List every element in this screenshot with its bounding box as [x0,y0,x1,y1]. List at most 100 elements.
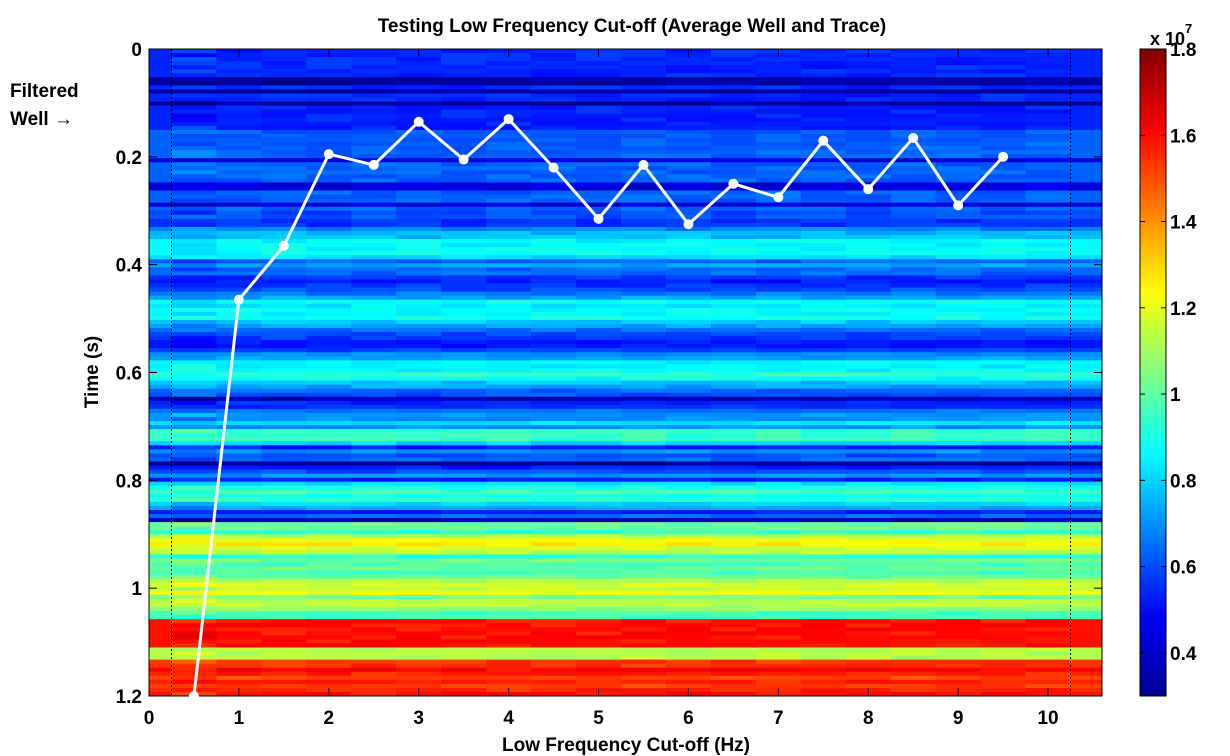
heatmap-cell [149,562,172,567]
heatmap-cell [576,388,622,394]
heatmap-cell [800,376,847,381]
heatmap-cell [351,400,397,406]
heatmap-cell [980,360,1027,365]
heatmap-cell [710,376,757,381]
heatmap-cell [149,437,172,442]
heatmap-cell [351,275,397,280]
heatmap-cell [396,230,442,236]
heatmap-cell [1070,117,1102,123]
heatmap-cell [149,651,172,656]
heatmap-cell [261,77,307,82]
heatmap-cell [935,214,982,220]
heatmap-cell [441,623,487,628]
heatmap-cell [755,210,802,216]
heatmap-cell [935,570,982,576]
heatmap-cell [149,271,172,276]
heatmap-cell [800,323,847,329]
heatmap-cell [149,218,172,224]
heatmap-cell [935,643,982,648]
heatmap-cell [306,542,352,547]
heatmap-cell [351,93,397,98]
heatmap-cell [149,514,172,519]
heatmap-cell [396,477,442,483]
heatmap-cell [890,631,937,636]
heatmap-cell [486,93,532,98]
heatmap-cell [576,396,622,402]
heatmap-cell [755,360,802,365]
heatmap-cell [1025,538,1072,543]
heatmap-cell [845,243,892,248]
heatmap-cell [755,230,802,236]
heatmap-cell [486,558,532,563]
heatmap-cell [1025,214,1072,220]
heatmap-cell [890,651,937,656]
heatmap-cell [890,81,937,86]
heatmap-cell [531,453,577,458]
heatmap-cell [1025,198,1072,204]
heatmap-cell [980,299,1027,305]
heatmap-cell [149,226,172,232]
heatmap-cell [1025,89,1072,94]
heatmap-cell [216,590,262,596]
heatmap-cell [890,611,937,616]
heatmap-cell [890,400,937,406]
heatmap-cell [149,336,172,341]
heatmap-cell [755,461,802,466]
heatmap-cell [486,178,532,183]
heatmap-cell [1025,509,1072,515]
heatmap-cell [171,206,217,212]
heatmap-cell [1070,489,1102,495]
heatmap-cell [621,344,667,349]
heatmap-cell [621,174,667,179]
heatmap-cell [800,267,847,272]
heatmap-cell [710,554,757,559]
heatmap-cell [576,170,622,175]
heatmap-cell [576,93,622,98]
heatmap-cell [149,425,172,430]
heatmap-cell [216,93,262,98]
heatmap-cell [396,307,442,313]
heatmap-cell [710,61,757,66]
heatmap-cell [351,150,397,155]
heatmap-cell [980,404,1027,410]
heatmap-cell [800,683,847,689]
heatmap-cell [576,594,622,600]
heatmap-cell [621,663,667,669]
heatmap-cell [755,493,802,499]
heatmap-cell [755,61,802,66]
heatmap-cell [890,247,937,252]
heatmap-cell [171,380,217,386]
heatmap-cell [216,461,262,466]
heatmap-cell [396,408,442,414]
heatmap-cell [800,356,847,361]
heatmap-cell [621,465,667,470]
heatmap-cell [665,578,712,584]
heatmap-cell [261,679,307,685]
heatmap-cell [710,311,757,317]
heatmap-cell [149,247,172,252]
heatmap-cell [149,105,172,111]
heatmap-cell [1070,465,1102,470]
heatmap-cell [1025,416,1072,422]
heatmap-cell [665,530,712,535]
heatmap-cell [665,170,712,175]
heatmap-cell [935,441,982,446]
heatmap-cell [800,655,847,660]
heatmap-cell [1025,615,1072,620]
heatmap-cell [755,315,802,321]
heatmap-cell [149,57,172,62]
heatmap-cell [396,643,442,648]
heatmap-cell [710,247,757,252]
heatmap-cell [171,109,217,115]
heatmap-cell [755,226,802,232]
heatmap-cell [396,178,442,183]
heatmap-cell [935,186,982,191]
heatmap-cell [441,465,487,470]
heatmap-cell [531,332,577,337]
heatmap-cell [710,380,757,386]
heatmap-cell [980,230,1027,236]
heatmap-cell [621,218,667,224]
heatmap-cell [710,323,757,329]
heatmap-cell [441,255,487,260]
heatmap-cell [1025,675,1072,681]
